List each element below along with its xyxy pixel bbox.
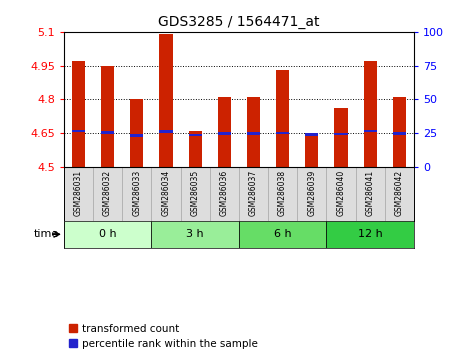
Text: GSM286035: GSM286035 <box>191 170 200 216</box>
Bar <box>276 70 289 167</box>
Bar <box>385 167 414 221</box>
Text: GSM286036: GSM286036 <box>220 170 229 216</box>
Text: GSM286042: GSM286042 <box>395 170 404 216</box>
Bar <box>101 131 114 133</box>
Bar <box>305 135 318 167</box>
Text: 6 h: 6 h <box>274 229 291 239</box>
Bar <box>64 221 151 248</box>
Bar <box>305 133 318 136</box>
Bar <box>239 221 326 248</box>
Bar <box>268 167 297 221</box>
Bar <box>64 167 93 221</box>
Bar <box>189 133 201 136</box>
Text: GSM286034: GSM286034 <box>161 170 170 216</box>
Bar <box>276 132 289 135</box>
Bar <box>247 132 260 135</box>
Bar <box>72 61 85 167</box>
Text: 3 h: 3 h <box>186 229 204 239</box>
Bar <box>181 167 210 221</box>
Bar <box>93 167 122 221</box>
Bar <box>151 221 239 248</box>
Text: GSM286032: GSM286032 <box>103 170 112 216</box>
Text: GSM286038: GSM286038 <box>278 170 287 216</box>
Text: GSM286037: GSM286037 <box>249 170 258 216</box>
Text: time: time <box>34 229 59 239</box>
Bar <box>159 34 173 167</box>
Legend: transformed count, percentile rank within the sample: transformed count, percentile rank withi… <box>69 324 257 349</box>
Text: 0 h: 0 h <box>99 229 116 239</box>
Text: GSM286033: GSM286033 <box>132 170 141 216</box>
Bar <box>393 132 406 135</box>
Title: GDS3285 / 1564471_at: GDS3285 / 1564471_at <box>158 16 320 29</box>
Text: 12 h: 12 h <box>358 229 383 239</box>
Bar <box>326 167 356 221</box>
Bar <box>326 221 414 248</box>
Text: GSM286039: GSM286039 <box>307 170 316 216</box>
Bar <box>101 65 114 167</box>
Bar <box>122 167 151 221</box>
Bar <box>356 167 385 221</box>
Bar <box>364 61 377 167</box>
Bar <box>130 134 143 137</box>
Bar <box>247 97 260 167</box>
Bar <box>297 167 326 221</box>
Bar <box>334 133 348 135</box>
Bar <box>334 108 348 167</box>
Text: GSM286041: GSM286041 <box>366 170 375 216</box>
Bar <box>218 132 231 135</box>
Bar <box>218 97 231 167</box>
Bar <box>189 131 201 167</box>
Bar <box>130 99 143 167</box>
Bar <box>72 130 85 132</box>
Bar <box>393 97 406 167</box>
Bar <box>364 130 377 132</box>
Bar <box>210 167 239 221</box>
Text: GSM286031: GSM286031 <box>74 170 83 216</box>
Bar <box>239 167 268 221</box>
Bar <box>159 130 173 133</box>
Bar <box>151 167 181 221</box>
Text: GSM286040: GSM286040 <box>336 170 345 216</box>
